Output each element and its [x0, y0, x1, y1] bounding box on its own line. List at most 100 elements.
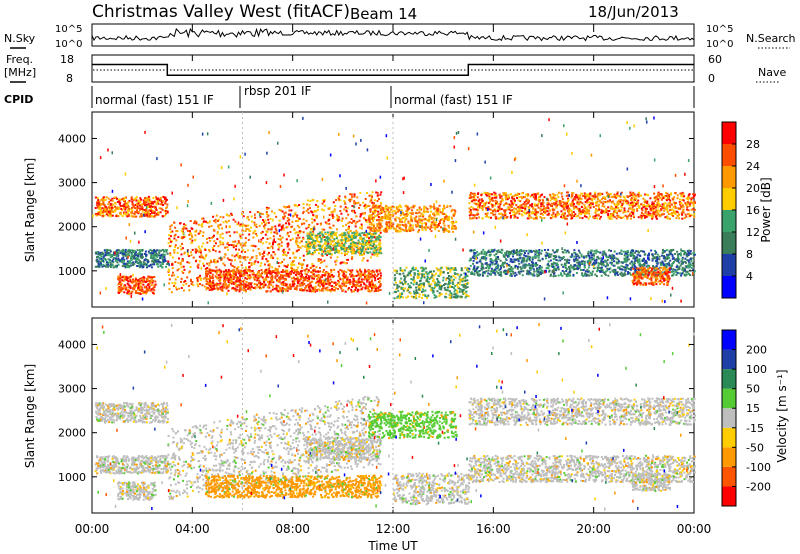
range-gate: [319, 244, 322, 247]
range-gate: [356, 196, 359, 199]
range-gate: [276, 257, 279, 260]
range-gate: [106, 254, 109, 257]
range-gate: [339, 269, 342, 271]
range-gate: [302, 237, 305, 240]
range-gate: [274, 253, 277, 256]
range-gate: [155, 252, 158, 255]
range-gate: [259, 215, 262, 218]
range-gate: [692, 205, 695, 208]
range-gate: [221, 232, 224, 235]
range-gate: [350, 234, 353, 237]
range-gate: [422, 293, 425, 296]
range-gate: [212, 249, 215, 251]
range-gate: [126, 264, 129, 266]
range-gate: [386, 208, 389, 211]
range-gate: [272, 235, 275, 238]
range-gate: [364, 198, 367, 200]
range-gate: [400, 218, 403, 221]
range-gate: [154, 249, 157, 252]
range-gate: [122, 262, 125, 265]
range-gate: [369, 228, 372, 231]
range-gate: [610, 217, 613, 220]
range-gate: [454, 276, 457, 279]
range-gate: [126, 262, 129, 265]
range-gate: [331, 213, 334, 216]
range-gate: [135, 259, 138, 261]
range-gate: [277, 280, 280, 283]
range-gate: [245, 266, 247, 269]
range-gate: [183, 252, 186, 255]
range-gate: [295, 220, 297, 223]
range-gate: [213, 258, 216, 261]
range-gate: [335, 199, 338, 201]
range-gate: [104, 205, 107, 208]
range-gate: [390, 227, 393, 230]
range-gate: [238, 233, 241, 236]
range-gate: [138, 292, 141, 295]
range-gate: [148, 252, 151, 255]
range-gate: [236, 242, 239, 245]
range-gate: [148, 285, 151, 288]
range-gate: [262, 225, 265, 228]
range-gate: [219, 241, 222, 244]
range-gate: [145, 288, 148, 291]
range-gate: [331, 240, 334, 243]
range-gate: [368, 218, 371, 221]
range-gate: [186, 261, 189, 264]
range-gate: [331, 253, 333, 256]
range-gate: [404, 229, 406, 232]
range-gate: [446, 286, 449, 289]
nave-label: Nave: [758, 66, 786, 79]
range-gate: [209, 259, 212, 262]
range-gate: [218, 250, 221, 253]
range-gate: [113, 254, 116, 256]
range-gate: [303, 269, 306, 272]
range-gate: [335, 218, 338, 221]
range-gate: [103, 249, 106, 252]
range-gate: [173, 221, 176, 224]
range-gate: [323, 246, 326, 249]
range-gate: [255, 254, 258, 257]
range-gate: [345, 259, 348, 261]
range-gate: [539, 212, 542, 215]
range-gate: [300, 240, 303, 243]
range-gate: [298, 272, 301, 275]
range-gate: [108, 201, 111, 204]
range-gate: [297, 248, 300, 251]
range-gate: [418, 206, 421, 209]
range-gate: [169, 238, 172, 241]
range-gate: [136, 288, 139, 291]
range-gate: [191, 248, 194, 251]
range-gate: [266, 215, 269, 218]
range-gate: [399, 267, 402, 270]
range-gate: [239, 235, 242, 238]
nave-tick-high: 60: [708, 53, 722, 66]
range-gate: [258, 271, 260, 274]
range-gate: [147, 289, 150, 292]
range-gate: [318, 235, 321, 238]
range-gate: [421, 288, 424, 291]
range-gate: [350, 271, 353, 273]
range-gate: [356, 202, 358, 205]
range-gate: [161, 209, 164, 212]
range-gate: [126, 292, 129, 295]
range-gate: [202, 234, 204, 237]
range-gate: [135, 215, 138, 218]
range-gate: [195, 251, 197, 254]
range-gate: [127, 277, 130, 280]
range-gate: [247, 218, 250, 221]
range-gate: [220, 270, 223, 273]
range-gate: [122, 280, 125, 282]
range-gate: [291, 237, 294, 240]
range-gate: [351, 247, 354, 250]
range-gate: [134, 210, 137, 213]
range-gate: [274, 228, 277, 230]
range-gate: [452, 278, 455, 281]
range-gate: [328, 288, 331, 291]
range-gate: [153, 212, 156, 214]
range-gate: [225, 213, 228, 216]
range-gate: [254, 229, 257, 232]
range-gate: [327, 241, 330, 243]
range-gate: [185, 227, 188, 230]
range-gate: [217, 225, 220, 228]
